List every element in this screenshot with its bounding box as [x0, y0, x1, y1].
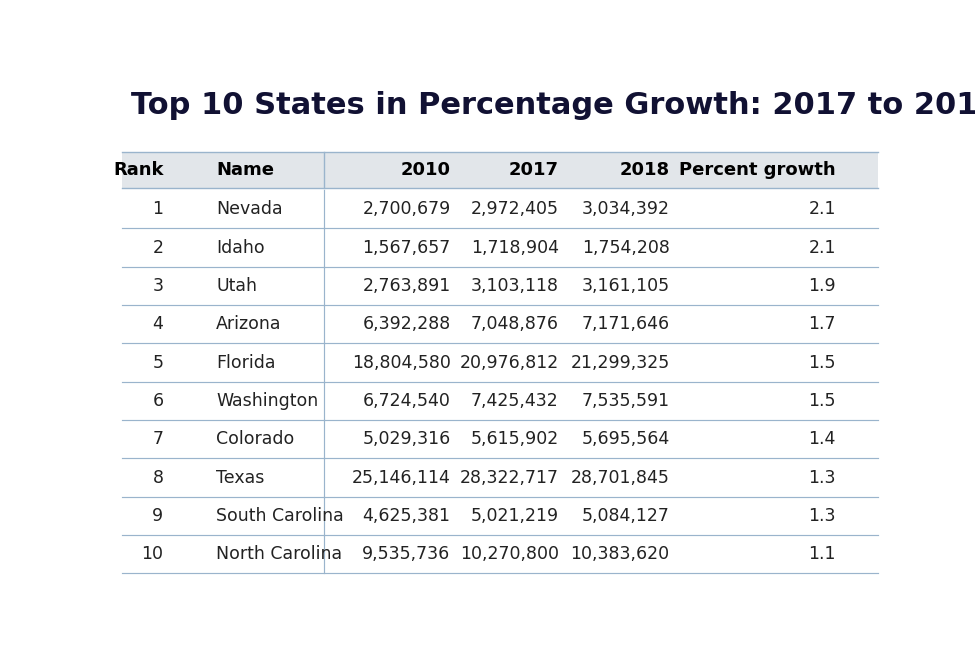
Text: 28,322,717: 28,322,717 [459, 468, 559, 487]
Text: 25,146,114: 25,146,114 [352, 468, 450, 487]
Text: 1.1: 1.1 [808, 545, 836, 563]
Text: 5,695,564: 5,695,564 [581, 430, 670, 448]
Text: 6,724,540: 6,724,540 [363, 392, 450, 410]
Text: 1: 1 [152, 200, 164, 218]
Text: 2.1: 2.1 [808, 238, 836, 257]
Text: North Carolina: North Carolina [216, 545, 342, 563]
Text: 2017: 2017 [509, 161, 559, 179]
Text: 1.3: 1.3 [808, 507, 836, 525]
Text: 7,171,646: 7,171,646 [581, 315, 670, 333]
Text: Utah: Utah [216, 277, 257, 295]
Text: 1.4: 1.4 [808, 430, 836, 448]
Text: 5,615,902: 5,615,902 [470, 430, 559, 448]
Text: 2,700,679: 2,700,679 [363, 200, 450, 218]
Text: Rank: Rank [113, 161, 164, 179]
Text: 1,754,208: 1,754,208 [582, 238, 670, 257]
Text: Top 10 States in Percentage Growth: 2017 to 2018: Top 10 States in Percentage Growth: 2017… [131, 91, 975, 121]
Text: 6,392,288: 6,392,288 [363, 315, 450, 333]
Text: 5,084,127: 5,084,127 [582, 507, 670, 525]
Text: Colorado: Colorado [216, 430, 294, 448]
Text: 8: 8 [152, 468, 164, 487]
Text: 10,270,800: 10,270,800 [459, 545, 559, 563]
Text: 1.3: 1.3 [808, 468, 836, 487]
Text: Idaho: Idaho [216, 238, 265, 257]
Text: 7: 7 [152, 430, 164, 448]
Text: 3,103,118: 3,103,118 [471, 277, 559, 295]
Text: 10: 10 [141, 545, 164, 563]
Text: 9: 9 [152, 507, 164, 525]
Text: 2: 2 [152, 238, 164, 257]
Text: 21,299,325: 21,299,325 [570, 354, 670, 371]
Text: 1.5: 1.5 [808, 392, 836, 410]
Text: 5,021,219: 5,021,219 [471, 507, 559, 525]
Text: South Carolina: South Carolina [216, 507, 344, 525]
Text: 28,701,845: 28,701,845 [570, 468, 670, 487]
Text: Florida: Florida [216, 354, 276, 371]
Text: 2010: 2010 [401, 161, 450, 179]
Text: 18,804,580: 18,804,580 [352, 354, 450, 371]
Text: 1.7: 1.7 [808, 315, 836, 333]
Text: 5: 5 [152, 354, 164, 371]
Text: 10,383,620: 10,383,620 [570, 545, 670, 563]
Text: Washington: Washington [216, 392, 319, 410]
Text: Texas: Texas [216, 468, 264, 487]
Text: Percent growth: Percent growth [680, 161, 836, 179]
Text: 2,972,405: 2,972,405 [471, 200, 559, 218]
Text: 9,535,736: 9,535,736 [363, 545, 450, 563]
Bar [122, 152, 878, 188]
Text: 6: 6 [152, 392, 164, 410]
Text: Nevada: Nevada [216, 200, 283, 218]
Text: 1.5: 1.5 [808, 354, 836, 371]
Text: 4: 4 [152, 315, 164, 333]
Text: 3,034,392: 3,034,392 [582, 200, 670, 218]
Text: 2,763,891: 2,763,891 [363, 277, 450, 295]
Text: 4,625,381: 4,625,381 [363, 507, 450, 525]
Text: 3,161,105: 3,161,105 [581, 277, 670, 295]
Text: 2.1: 2.1 [808, 200, 836, 218]
Text: Arizona: Arizona [216, 315, 282, 333]
Text: 1,718,904: 1,718,904 [471, 238, 559, 257]
Text: 7,048,876: 7,048,876 [471, 315, 559, 333]
Text: 7,425,432: 7,425,432 [471, 392, 559, 410]
Text: 2018: 2018 [619, 161, 670, 179]
Text: 1,567,657: 1,567,657 [363, 238, 450, 257]
Text: Name: Name [216, 161, 274, 179]
Text: 3: 3 [152, 277, 164, 295]
Text: 7,535,591: 7,535,591 [581, 392, 670, 410]
Text: 1.9: 1.9 [808, 277, 836, 295]
Text: 5,029,316: 5,029,316 [363, 430, 450, 448]
Text: 20,976,812: 20,976,812 [459, 354, 559, 371]
